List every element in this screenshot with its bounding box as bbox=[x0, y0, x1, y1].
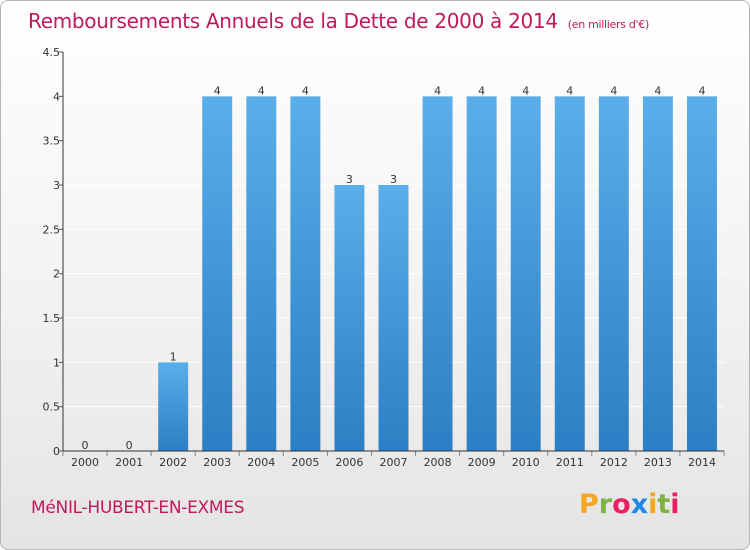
bar-2007 bbox=[378, 185, 409, 451]
bar-2006 bbox=[334, 185, 365, 451]
bar-value-label: 4 bbox=[258, 84, 265, 97]
x-tick-label: 2011 bbox=[556, 456, 584, 469]
x-tick-label: 2001 bbox=[115, 456, 143, 469]
bar-value-label: 4 bbox=[522, 84, 529, 97]
bar-2010 bbox=[510, 96, 541, 451]
logo-letter: i bbox=[648, 489, 658, 520]
y-tick-label: 1 bbox=[53, 356, 60, 369]
x-tick-label: 2008 bbox=[424, 456, 452, 469]
bar-value-label: 4 bbox=[478, 84, 485, 97]
bar-2003 bbox=[202, 96, 233, 451]
bar-2005 bbox=[290, 96, 321, 451]
logo-letter: r bbox=[598, 489, 613, 520]
axes: 0 0.5 1 1.5 2 2.5 3 3.5 4 4.5 2000 2001 2002 2003 2004… bbox=[43, 46, 725, 469]
bar-value-label: 3 bbox=[390, 173, 397, 186]
bar-value-label: 4 bbox=[654, 84, 661, 97]
bar-value-label: 4 bbox=[698, 84, 705, 97]
bars bbox=[158, 96, 717, 451]
logo-letter: t bbox=[657, 489, 671, 520]
bar-2002 bbox=[158, 362, 189, 451]
y-tick-label: 4 bbox=[53, 90, 60, 103]
x-tick-label: 2002 bbox=[159, 456, 187, 469]
x-tick-label: 2005 bbox=[291, 456, 319, 469]
logo-letter: o bbox=[612, 489, 631, 520]
bar-2011 bbox=[554, 96, 585, 451]
bar-value-label: 1 bbox=[170, 350, 177, 363]
logo-letter: x bbox=[630, 489, 649, 520]
x-tick-label: 2010 bbox=[512, 456, 540, 469]
commune-name: MéNIL-HUBERT-EN-EXMES bbox=[31, 498, 245, 518]
logo-letter: i bbox=[670, 489, 680, 520]
chart-title: Remboursements Annuels de la Dette de 20… bbox=[28, 9, 649, 33]
proxiti-logo: Proxiti bbox=[579, 489, 680, 520]
chart-unit: (en milliers d'€) bbox=[567, 18, 649, 31]
bar-2013 bbox=[642, 96, 673, 451]
bar-2014 bbox=[686, 96, 717, 451]
bar-value-label: 4 bbox=[302, 84, 309, 97]
bar-2008 bbox=[422, 96, 453, 451]
y-tick-label: 4.5 bbox=[43, 46, 61, 59]
bar-value-label: 0 bbox=[126, 439, 133, 452]
x-tick-label: 2000 bbox=[71, 456, 99, 469]
y-tick-label: 1.5 bbox=[43, 312, 61, 325]
y-tick-label: 0 bbox=[53, 445, 60, 458]
logo-letter: P bbox=[579, 489, 599, 520]
bar-2004 bbox=[246, 96, 277, 451]
x-tick-label: 2004 bbox=[247, 456, 275, 469]
bar-2009 bbox=[466, 96, 497, 451]
bar-value-label: 0 bbox=[82, 439, 89, 452]
x-tick-label: 2009 bbox=[468, 456, 496, 469]
x-tick-label: 2014 bbox=[688, 456, 716, 469]
y-tick-label: 0.5 bbox=[43, 401, 61, 414]
bar-value-label: 4 bbox=[610, 84, 617, 97]
bar-value-label: 4 bbox=[434, 84, 441, 97]
bar-value-label: 3 bbox=[346, 173, 353, 186]
x-tick-label: 2013 bbox=[644, 456, 672, 469]
y-tick-label: 3 bbox=[53, 179, 60, 192]
bar-2012 bbox=[598, 96, 629, 451]
x-tick-label: 2006 bbox=[335, 456, 363, 469]
y-tick-label: 3.5 bbox=[43, 135, 61, 148]
y-tick-label: 2 bbox=[53, 268, 60, 281]
x-tick-label: 2007 bbox=[380, 456, 408, 469]
value-labels: 0 0 1 4 4 4 3 3 4 4 4 4 4 4 4 bbox=[82, 84, 706, 452]
chart-title-text: Remboursements Annuels de la Dette de 20… bbox=[28, 9, 558, 33]
x-tick-label: 2012 bbox=[600, 456, 628, 469]
bar-value-label: 4 bbox=[214, 84, 221, 97]
y-tick-label: 2.5 bbox=[43, 223, 61, 236]
x-tick-label: 2003 bbox=[203, 456, 231, 469]
bar-value-label: 4 bbox=[566, 84, 573, 97]
